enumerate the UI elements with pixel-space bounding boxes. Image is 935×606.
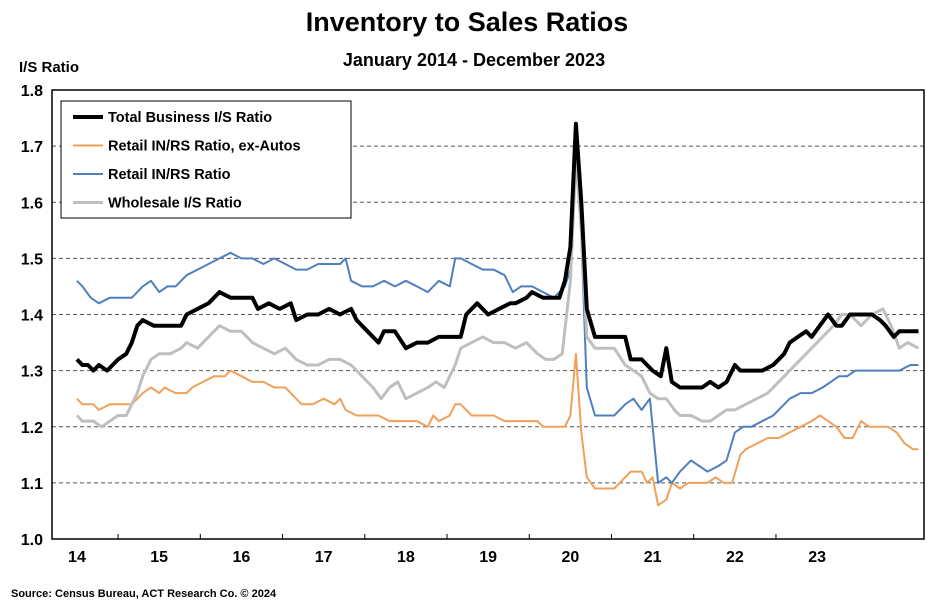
legend-box [60, 100, 352, 219]
x-tick-label: 20 [561, 549, 579, 566]
x-tick-label: 22 [726, 549, 744, 566]
y-tick-label: 1.8 [21, 83, 43, 100]
x-tick-labels: 14 15 16 17 18 19 20 21 22 23 [68, 534, 826, 566]
series-line [76, 150, 919, 484]
legend-label: Retail IN/RS Ratio [108, 167, 231, 183]
y-tick-label: 1.4 [21, 308, 43, 325]
y-tick-label: 1.6 [21, 195, 43, 212]
x-tick-label: 19 [479, 549, 497, 566]
legend-label: Wholesale I/S Ratio [108, 196, 242, 212]
legend-label: Total Business I/S Ratio [108, 110, 272, 126]
series-line [75, 121, 919, 390]
x-tick-label: 16 [233, 549, 251, 566]
series-line [75, 155, 920, 429]
x-tick-label: 17 [315, 549, 333, 566]
y-tick-labels: 1.0 1.1 1.2 1.3 1.4 1.5 1.6 1.7 1.8 [21, 83, 43, 549]
y-tick-label: 1.2 [21, 420, 43, 437]
y-tick-label: 1.7 [21, 139, 43, 156]
x-tick-label: 23 [808, 549, 826, 566]
y-tick-label: 1.3 [21, 364, 43, 381]
plot-frame [51, 89, 925, 540]
x-tick-label: 21 [644, 549, 662, 566]
source-note: Source: Census Bureau, ACT Research Co. … [11, 588, 277, 600]
legend-label: Retail IN/RS Ratio, ex-Autos [108, 139, 301, 155]
legend: Total Business I/S Ratio Retail IN/RS Rat… [60, 100, 352, 219]
y-tick-label: 1.1 [21, 476, 43, 493]
x-tick-label: 15 [150, 549, 168, 566]
x-tick-label: 18 [397, 549, 415, 566]
x-tick-label: 14 [68, 549, 86, 566]
chart-subtitle: January 2014 - December 2023 [343, 50, 605, 70]
series-lines [75, 121, 920, 507]
chart-title: Inventory to Sales Ratios [306, 7, 629, 37]
series-line [76, 352, 919, 507]
y-tick-label: 1.0 [21, 532, 43, 549]
y-tick-label: 1.5 [21, 251, 43, 268]
y-axis-label: I/S Ratio [19, 59, 79, 76]
